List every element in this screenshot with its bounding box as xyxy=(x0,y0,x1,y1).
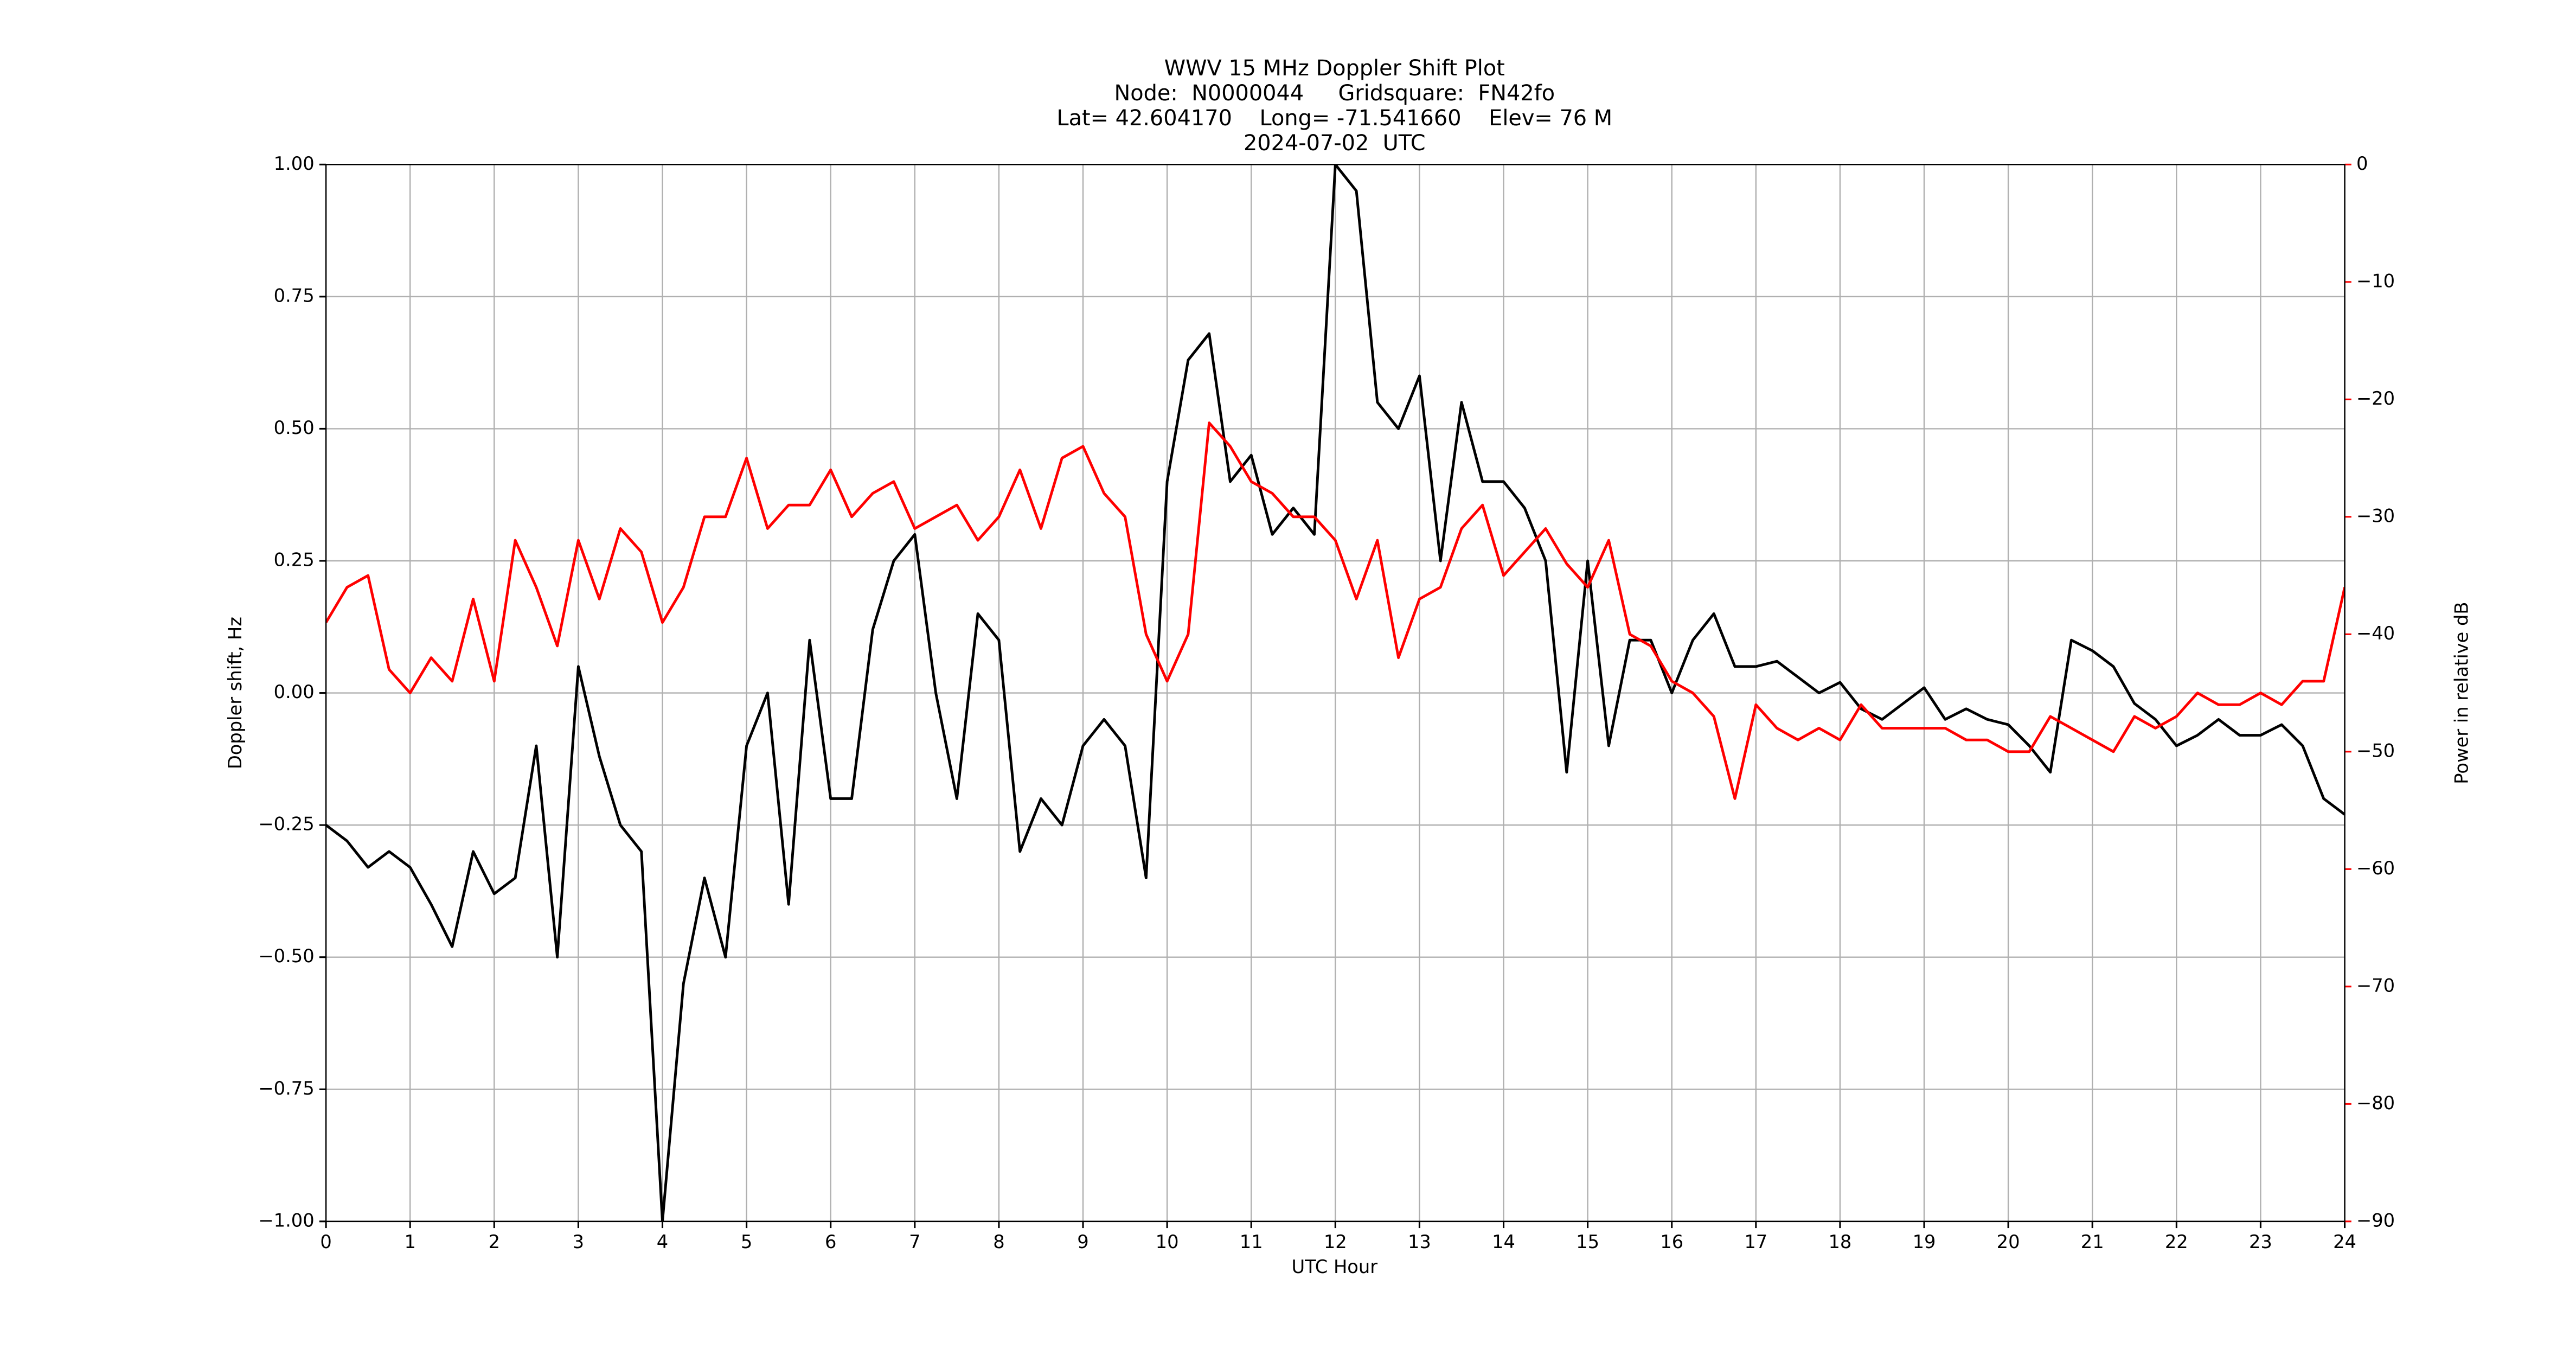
y2-tick-label: −90 xyxy=(2356,1210,2395,1231)
y-tick-label: −0.50 xyxy=(258,945,314,967)
y-tick-label: −1.00 xyxy=(258,1210,314,1231)
y-tick-label: 0.50 xyxy=(274,417,315,438)
y2-tick-label: 0 xyxy=(2356,153,2368,174)
plot-frame xyxy=(325,164,2346,1223)
x-tick-label: 23 xyxy=(2249,1231,2272,1252)
y-tick-label: 0.75 xyxy=(274,285,315,306)
y2-tick-label: −70 xyxy=(2356,975,2395,996)
x-tick-label: 13 xyxy=(1408,1231,1431,1252)
y-tick-label: 1.00 xyxy=(274,153,315,174)
x-tick-label: 17 xyxy=(1744,1231,1767,1252)
y2-tick-label: −60 xyxy=(2356,858,2395,879)
y-axis-label: Doppler shift, Hz xyxy=(225,617,246,769)
x-tick-label: 14 xyxy=(1492,1231,1515,1252)
x-tick-label: 16 xyxy=(1660,1231,1683,1252)
x-tick-label: 6 xyxy=(825,1231,836,1252)
y2-tick-label: −20 xyxy=(2356,388,2395,409)
x-tick-label: 21 xyxy=(2081,1231,2104,1252)
chart-subtitle: Lat= 42.604170 Long= -71.541660 Elev= 76… xyxy=(1056,106,1612,131)
y-tick-label: 0.00 xyxy=(274,681,315,702)
y2-tick-label: −30 xyxy=(2356,505,2395,526)
y2-tick-label: −10 xyxy=(2356,270,2395,291)
x-tick-label: 8 xyxy=(993,1231,1004,1252)
x-tick-label: 24 xyxy=(2333,1231,2356,1252)
y2-tick-label: −40 xyxy=(2356,623,2395,644)
chart-title: WWV 15 MHz Doppler Shift Plot xyxy=(1164,56,1505,81)
x-tick-label: 22 xyxy=(2165,1231,2188,1252)
y2-tick-label: −80 xyxy=(2356,1092,2395,1114)
x-tick-label: 20 xyxy=(1997,1231,2020,1252)
plot-area xyxy=(326,164,2345,1221)
chart-subtitle: Node: N0000044 Gridsquare: FN42fo xyxy=(1114,81,1555,106)
y-tick-label: −0.75 xyxy=(258,1078,314,1099)
x-tick-label: 5 xyxy=(741,1231,752,1252)
chart-subtitle: 2024-07-02 UTC xyxy=(1244,131,1426,156)
x-tick-label: 12 xyxy=(1324,1231,1347,1252)
y2-tick-label: −50 xyxy=(2356,740,2395,761)
y-tick-label: 0.25 xyxy=(274,549,315,571)
axes: 0 1 2 3 4 5 6 7 8 9 10 11 12 13 14 15 16 17 18 19 20 21 22 23 24… xyxy=(258,153,2395,1252)
x-tick-label: 0 xyxy=(320,1231,331,1252)
y-tick-label: −0.25 xyxy=(258,814,314,835)
x-tick-label: 15 xyxy=(1576,1231,1599,1252)
series-line xyxy=(326,421,2345,800)
x-tick-label: 2 xyxy=(489,1231,500,1252)
x-tick-label: 7 xyxy=(909,1231,920,1252)
x-tick-label: 1 xyxy=(404,1231,415,1252)
x-tick-label: 18 xyxy=(1828,1231,1851,1252)
x-tick-label: 9 xyxy=(1077,1231,1088,1252)
x-tick-label: 11 xyxy=(1240,1231,1263,1252)
x-axis-label: UTC Hour xyxy=(1291,1256,1377,1277)
x-tick-label: 4 xyxy=(657,1231,668,1252)
series-line xyxy=(326,164,2345,1221)
y2-axis-label: Power in relative dB xyxy=(2451,602,2472,784)
x-tick-label: 10 xyxy=(1156,1231,1179,1252)
x-tick-label: 19 xyxy=(1913,1231,1936,1252)
x-tick-label: 3 xyxy=(573,1231,584,1252)
